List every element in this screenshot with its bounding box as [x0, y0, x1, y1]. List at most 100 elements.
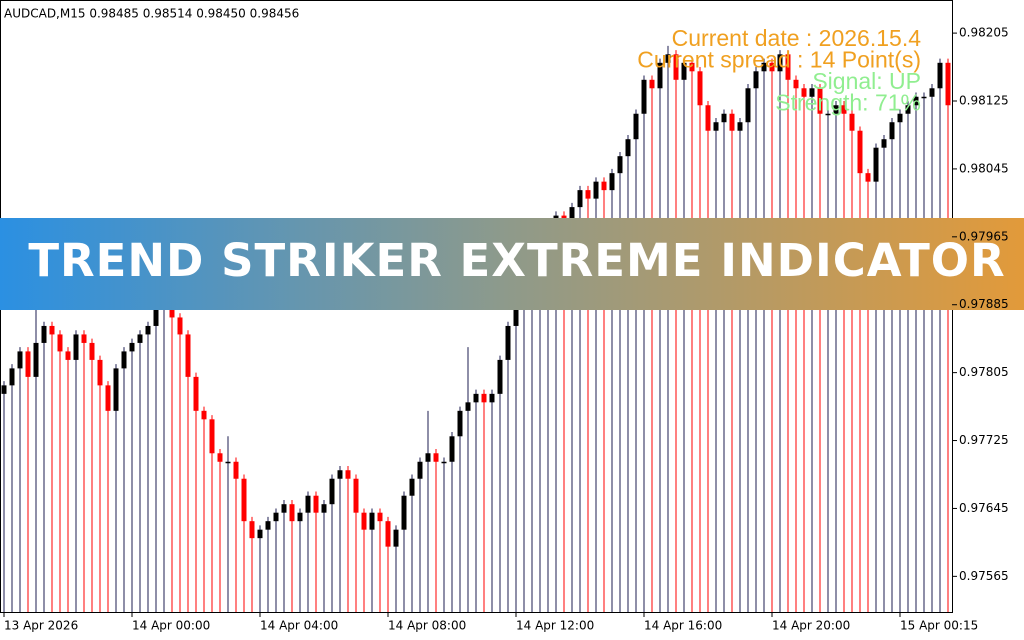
- candle-body: [401, 495, 407, 530]
- candle-body: [737, 122, 743, 131]
- candle-body: [625, 139, 631, 157]
- candle-body: [673, 54, 679, 80]
- candle-body: [41, 325, 47, 343]
- y-tick-label: 0.97645: [959, 501, 1009, 515]
- candle-body: [721, 113, 727, 123]
- candle-body: [825, 113, 831, 116]
- candle-body: [193, 376, 199, 411]
- candle-body: [897, 113, 903, 123]
- annotation: Current date : 2026.15.4: [672, 25, 922, 51]
- x-tick-label: 14 Apr 00:00: [132, 619, 210, 633]
- candle-body: [713, 122, 719, 131]
- candle-body: [185, 334, 191, 377]
- candle-body: [441, 461, 447, 464]
- candle-body: [153, 308, 159, 326]
- candle-body: [145, 325, 151, 335]
- annotation: Signal: UP: [812, 68, 921, 94]
- candle-body: [793, 79, 799, 89]
- candle-body: [57, 334, 63, 352]
- x-tick-label: 13 Apr 2026: [4, 619, 78, 633]
- candle-body: [809, 88, 815, 97]
- chart-title: AUDCAD,M15 0.98485 0.98514 0.98450 0.984…: [4, 7, 299, 21]
- candle-body: [97, 359, 103, 386]
- banner-bg: [0, 218, 1024, 310]
- y-tick-label: 0.98205: [959, 26, 1009, 40]
- candle-body: [865, 173, 871, 182]
- candle-body: [209, 419, 215, 454]
- candle-body: [353, 478, 359, 513]
- candle-body: [89, 342, 95, 360]
- candle-body: [849, 113, 855, 131]
- x-tick-label: 14 Apr 04:00: [260, 619, 338, 633]
- candle-body: [217, 453, 223, 462]
- y-tick-label: 0.97965: [959, 229, 1009, 243]
- candle-body: [249, 521, 255, 539]
- candle-body: [361, 512, 367, 530]
- candle-body: [313, 495, 319, 513]
- candle-body: [489, 393, 495, 403]
- candle-body: [681, 62, 687, 80]
- x-tick-label: 15 Apr 00:15: [900, 619, 978, 633]
- candle-body: [601, 181, 607, 191]
- candle-body: [817, 88, 823, 114]
- candle-body: [281, 504, 287, 513]
- candle-body: [265, 521, 271, 530]
- candle-body: [585, 190, 591, 199]
- candle-body: [385, 521, 391, 547]
- y-tick-label: 0.97805: [959, 365, 1009, 379]
- x-tick-label: 14 Apr 08:00: [388, 619, 466, 633]
- candle-body: [345, 470, 351, 479]
- candle-body: [433, 453, 439, 462]
- candle-body: [81, 334, 87, 343]
- candle-body: [1, 385, 7, 394]
- candle-body: [921, 96, 927, 99]
- y-tick-label: 0.97725: [959, 433, 1009, 447]
- candle-body: [305, 495, 311, 513]
- y-tick-label: 0.97565: [959, 569, 1009, 583]
- candle-body: [481, 393, 487, 403]
- candle-body: [129, 342, 135, 352]
- candle-body: [697, 71, 703, 106]
- candle-body: [761, 62, 767, 72]
- candle-body: [641, 79, 647, 114]
- candle-body: [873, 147, 879, 182]
- y-tick-label: 0.98125: [959, 94, 1009, 108]
- candle-body: [113, 368, 119, 411]
- candle-body: [617, 156, 623, 174]
- candle-body: [769, 62, 775, 72]
- x-tick-label: 14 Apr 16:00: [644, 619, 722, 633]
- annotation: Current spread : 14 Point(s): [637, 47, 921, 73]
- candle-body: [609, 173, 615, 191]
- candle-body: [33, 342, 39, 377]
- candle-body: [241, 478, 247, 522]
- candle-body: [753, 71, 759, 89]
- candle-body: [857, 130, 863, 174]
- candle-body: [49, 325, 55, 335]
- candle-body: [801, 88, 807, 97]
- candle-body: [777, 54, 783, 72]
- candle-body: [289, 504, 295, 522]
- candle-body: [633, 113, 639, 140]
- candle-body: [177, 317, 183, 335]
- candle-body: [465, 402, 471, 411]
- candle-body: [233, 461, 239, 479]
- candle-body: [377, 512, 383, 522]
- candle-body: [337, 470, 343, 479]
- candle-body: [225, 461, 231, 464]
- candle-body: [745, 88, 751, 123]
- candle-body: [497, 359, 503, 394]
- candle-body: [273, 512, 279, 522]
- candle-body: [17, 351, 23, 369]
- candle-body: [25, 351, 31, 377]
- candle-body: [729, 113, 735, 131]
- candle-body: [105, 385, 111, 411]
- candle-body: [505, 325, 511, 360]
- candle-body: [65, 351, 71, 360]
- banner-title: TREND STRIKER EXTREME INDICATOR: [28, 234, 1005, 287]
- candle-body: [121, 351, 127, 369]
- candle-body: [689, 62, 695, 72]
- candle-body: [417, 461, 423, 479]
